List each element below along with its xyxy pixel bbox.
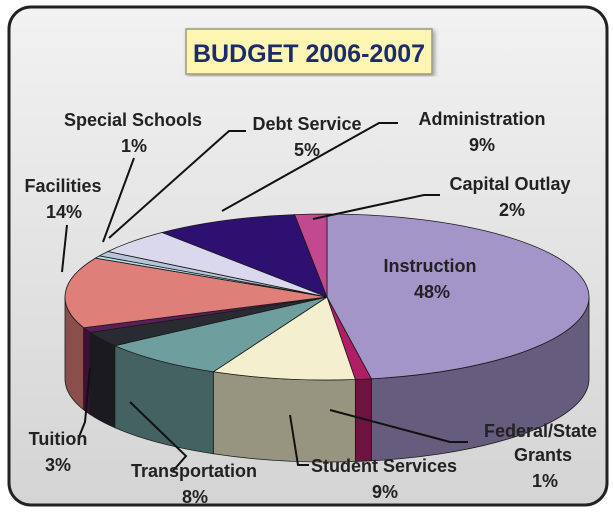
value-transportation: 8% (182, 487, 208, 507)
leader-transportation (129, 401, 188, 473)
chart-title: BUDGET 2006-2007 (193, 40, 425, 68)
slice-facilities (64, 257, 328, 329)
value-federal-state-grants: 1% (532, 471, 558, 491)
leader-debt-service (108, 130, 246, 239)
label-capital-outlay: Capital Outlay (449, 174, 570, 194)
leader-lines (61, 122, 468, 473)
pie-top (64, 213, 590, 381)
value-debt-service: 5% (294, 140, 320, 160)
label-federal-state-grants: Federal/State Grants (484, 421, 602, 465)
value-capital-outlay: 2% (499, 200, 525, 220)
pie-sides (64, 296, 590, 463)
value-student-services: 9% (372, 482, 398, 502)
label-student-services: Student Services (311, 456, 457, 476)
leader-facilities (61, 224, 68, 273)
leader-tuition (78, 367, 91, 438)
slice-student-services (212, 296, 356, 381)
value-facilities: 14% (46, 202, 82, 222)
label-tuition: Tuition (29, 429, 88, 449)
slice-capital-outlay (294, 213, 328, 298)
title-box (185, 28, 433, 75)
value-special-schools: 1% (121, 136, 147, 156)
value-instruction: 48% (414, 282, 450, 302)
slice-instruction (326, 213, 590, 380)
leader-student-services (289, 414, 309, 466)
label-administration: Administration (418, 109, 545, 129)
slice-transportation (113, 296, 328, 373)
leader-capital-outlay (312, 194, 440, 220)
leader-special-schools (102, 157, 135, 243)
value-administration: 9% (469, 135, 495, 155)
leader-administration (221, 122, 398, 212)
slice-administration (160, 214, 328, 298)
label-facilities: Facilities (24, 176, 101, 196)
value-tuition: 3% (45, 455, 71, 475)
label-special-schools: Special Schools (64, 110, 202, 130)
label-debt-service: Debt Service (252, 114, 361, 134)
leader-federal-state-grants (329, 409, 468, 443)
slice-side-student-services (212, 371, 356, 463)
label-transportation: Transportation (131, 461, 257, 481)
label-instruction: Instruction (384, 256, 477, 276)
slice-side-tuition (89, 331, 116, 429)
